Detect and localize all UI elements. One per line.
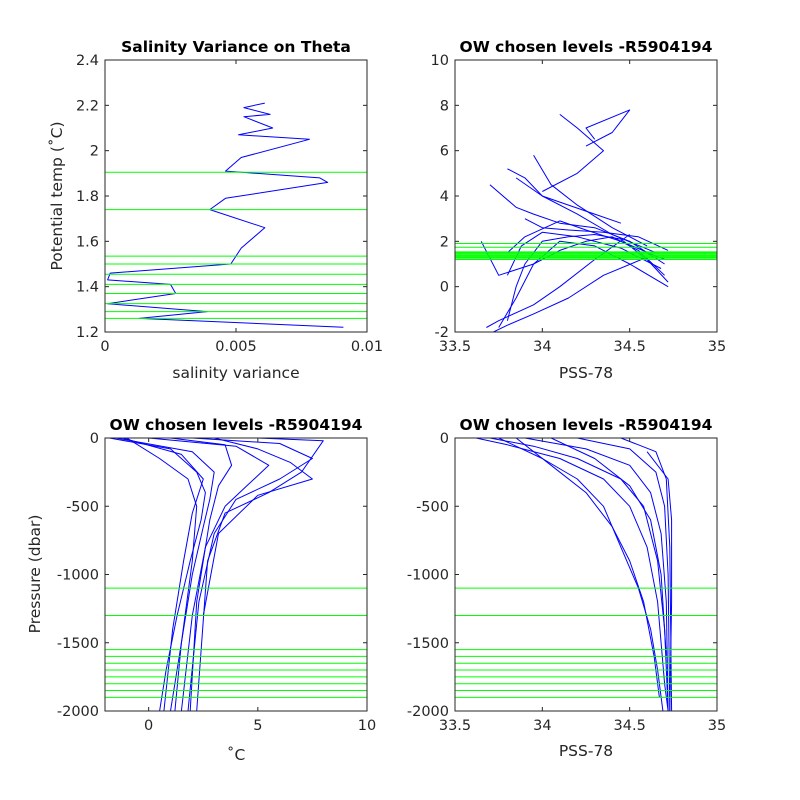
y-tick-label: 1.4 [76, 280, 99, 296]
series-line-3 [187, 438, 313, 711]
y-tick-label: 0 [440, 431, 449, 447]
y-tick-label: 2.4 [76, 53, 99, 69]
x-tick-label: 33.5 [439, 339, 471, 355]
x-tick-label: 0.01 [351, 339, 383, 355]
x-tick-label: 33.5 [439, 718, 471, 734]
series-line-9 [515, 177, 622, 224]
panel-temperature-pressure: 0 5 10 -2000 -1500 -1000 -500 0 OW chosen level… [26, 416, 376, 764]
chart-title: OW chosen levels -R5904194 [460, 416, 713, 434]
y-tick-label: -1500 [57, 636, 99, 652]
series-line-4 [196, 438, 324, 711]
series-line-5 [507, 220, 665, 260]
y-tick-label: 1.6 [76, 234, 99, 250]
chart-title: Salinity Variance on Theta [121, 38, 351, 56]
series-line-7 [493, 256, 648, 332]
x-axis-label: PSS-78 [559, 742, 613, 760]
x-tick-label: 34.5 [614, 718, 646, 734]
y-tick-label: 2.2 [76, 98, 99, 114]
y-tick-label: -1000 [57, 568, 99, 584]
series-line-12 [524, 218, 669, 251]
series-line-1 [498, 236, 665, 328]
y-tick-label: -500 [66, 499, 99, 515]
y-tick-label: 0 [440, 280, 449, 296]
series-line-3 [507, 168, 657, 254]
series-line-4 [620, 438, 673, 711]
series-line-8 [646, 451, 673, 711]
series-line-2 [524, 438, 669, 711]
chart-title: OW chosen levels -R5904194 [110, 416, 363, 434]
series-line-6 [170, 438, 233, 711]
y-tick-label: 2 [90, 144, 99, 160]
y-tick-label: 6 [440, 144, 449, 160]
y-tick-label: 1.2 [76, 325, 99, 341]
series-line-5 [126, 438, 198, 711]
x-tick-label: 35 [708, 339, 726, 355]
x-tick-label: 0.005 [215, 339, 257, 355]
series-line-2 [148, 438, 270, 711]
x-tick-label: 34 [533, 339, 551, 355]
y-tick-label: 2 [440, 234, 449, 250]
y-tick-label: 4 [440, 189, 449, 205]
x-tick-label: 10 [358, 718, 376, 734]
x-tick-label: 34.5 [614, 339, 646, 355]
series-line-4 [533, 154, 648, 247]
series-line-7 [202, 438, 313, 616]
y-tick-label: -2000 [57, 704, 99, 720]
x-axis-label: salinity variance [172, 364, 299, 382]
series-line-3 [577, 438, 671, 711]
y-tick-label: 10 [431, 53, 449, 69]
y-tick-label: 0 [90, 431, 99, 447]
series-line-6 [515, 438, 660, 698]
series-line-0 [107, 102, 344, 328]
y-tick-label: -1500 [407, 636, 449, 652]
series-line-10 [542, 114, 604, 192]
y-axis-label: Pressure (dbar) [26, 515, 44, 634]
x-tick-label: 0 [100, 339, 109, 355]
x-tick-label: 0 [144, 718, 153, 734]
y-tick-label: -500 [416, 499, 449, 515]
panel-salinity-pressure: 33.5 34 34.5 35 -2000 -1500 -1000 -500 0 OW chos… [407, 416, 726, 760]
x-tick-label: 34 [533, 718, 551, 734]
y-tick-label: 8 [440, 98, 449, 114]
panel-salinity-variance: 0 0.005 0.01 1.2 1.4 1.6 1.8 2 2.2 2.4 Salinity V… [48, 38, 383, 382]
x-tick-label: 35 [708, 718, 726, 734]
y-axis-label: Potential temp (˚C) [48, 122, 66, 271]
series-line-11 [585, 109, 631, 147]
x-axis-label: PSS-78 [559, 364, 613, 382]
panel-theta-salinity: 33.5 34 34.5 35 -2 0 2 4 6 8 10 OW chosen levels -… [431, 38, 727, 382]
y-tick-label: -2 [435, 325, 449, 341]
x-tick-label: 5 [253, 718, 262, 734]
series-line-8 [122, 438, 204, 711]
y-tick-label: -2000 [407, 704, 449, 720]
chart-title: OW chosen levels -R5904194 [460, 38, 713, 56]
x-axis-label: ˚C [227, 746, 246, 764]
y-tick-label: -1000 [407, 568, 449, 584]
y-tick-label: 1.8 [76, 189, 99, 205]
